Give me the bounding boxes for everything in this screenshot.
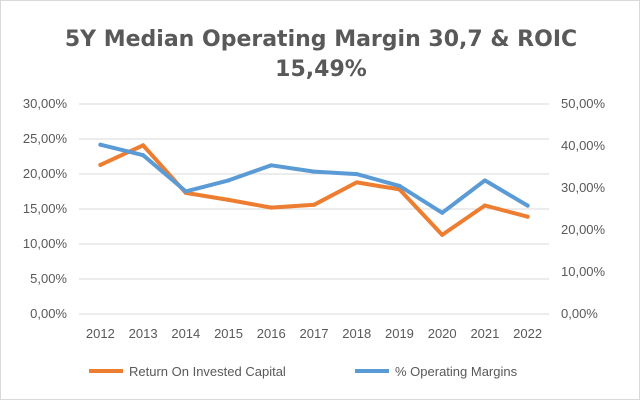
- legend-label-roic: Return On Invested Capital: [129, 364, 286, 379]
- left-axis-tick-label: 25,00%: [23, 131, 68, 146]
- chart-title-line2: 15,49%: [275, 57, 367, 82]
- data-point-operating-margins: [226, 178, 231, 183]
- data-point-roic: [440, 232, 445, 237]
- x-axis-tick-label: 2014: [171, 326, 200, 341]
- data-point-operating-margins: [397, 183, 402, 188]
- right-axis-ticks: 0,00% 10,00% 20,00% 30,00% 40,00% 50,00%: [561, 96, 606, 321]
- data-point-roic: [354, 180, 359, 185]
- left-axis-tick-label: 15,00%: [23, 201, 68, 216]
- x-axis-tick-label: 2017: [300, 326, 329, 341]
- data-point-operating-margins: [269, 163, 274, 168]
- data-point-roic: [269, 205, 274, 210]
- left-axis-tick-label: 5,00%: [30, 271, 67, 286]
- chart-title-line1: 5Y Median Operating Margin 30,7 & ROIC: [65, 27, 577, 52]
- legend-label-operating-margins: % Operating Margins: [395, 364, 518, 379]
- x-axis-tick-label: 2015: [214, 326, 243, 341]
- data-point-roic: [141, 143, 146, 148]
- right-axis-tick-label: 30,00%: [561, 180, 606, 195]
- x-axis-tick-label: 2016: [257, 326, 286, 341]
- legend: Return On Invested Capital % Operating M…: [89, 364, 518, 379]
- x-axis-tick-label: 2019: [385, 326, 414, 341]
- data-point-roic: [226, 197, 231, 202]
- right-axis-tick-label: 50,00%: [561, 96, 606, 111]
- left-axis-tick-label: 30,00%: [23, 96, 68, 111]
- left-axis-tick-label: 0,00%: [30, 306, 67, 321]
- data-point-operating-margins: [482, 178, 487, 183]
- data-point-roic: [312, 202, 316, 207]
- right-axis-tick-label: 40,00%: [561, 138, 606, 153]
- x-axis-tick-label: 2020: [428, 326, 457, 341]
- left-axis-tick-label: 20,00%: [23, 166, 68, 181]
- data-point-operating-margins: [312, 169, 316, 174]
- data-point-operating-margins: [525, 203, 530, 208]
- data-point-roic: [525, 214, 530, 219]
- right-axis-tick-label: 10,00%: [561, 264, 606, 279]
- x-axis-tick-label: 2013: [129, 326, 158, 341]
- data-point-operating-margins: [98, 142, 103, 147]
- series-line-roic: [98, 143, 530, 237]
- right-axis-tick-label: 0,00%: [561, 306, 598, 321]
- data-point-roic: [98, 162, 103, 167]
- data-point-roic: [482, 203, 487, 208]
- x-axis-tick-label: 2018: [342, 326, 371, 341]
- left-axis-ticks: 0,00% 5,00% 10,00% 15,00% 20,00% 25,00% 30,00%: [23, 96, 68, 321]
- x-axis-ticks: 2012 2013 2014 2015 2016 2017 2018 2019 2020 2021…: [86, 326, 542, 341]
- gridlines: [79, 103, 549, 315]
- x-axis-tick-label: 2012: [86, 326, 115, 341]
- x-axis-tick-label: 2022: [513, 326, 542, 341]
- right-axis-tick-label: 20,00%: [561, 222, 606, 237]
- data-point-operating-margins: [354, 172, 359, 177]
- data-point-operating-margins: [141, 153, 146, 158]
- x-axis-tick-label: 2021: [470, 326, 499, 341]
- data-point-operating-margins: [440, 210, 445, 215]
- left-axis-tick-label: 10,00%: [23, 236, 68, 251]
- series-lines: [98, 142, 530, 237]
- data-point-operating-margins: [183, 189, 188, 194]
